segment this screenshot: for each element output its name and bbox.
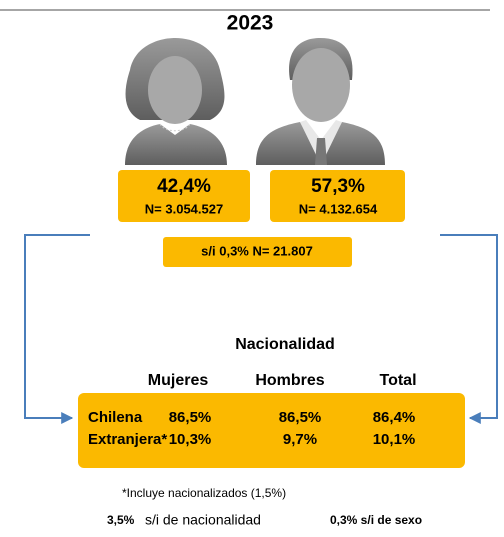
right-arrow: [440, 234, 498, 424]
title: 2023: [227, 12, 274, 35]
women-percent: 42,4%: [157, 176, 211, 197]
men-percent: 57,3%: [311, 176, 365, 197]
nationality-title: Nacionalidad: [235, 336, 335, 353]
unknown-sex: s/i 0,3% N= 21.807: [201, 243, 313, 258]
nationality-box: [78, 393, 465, 468]
women-n: N= 3.054.527: [145, 201, 223, 216]
row-label: Extranjera*: [88, 431, 167, 448]
bottom-sex-note: 0,3% s/i de sexo: [330, 513, 422, 527]
row-value: 86,4%: [373, 409, 416, 426]
unknown-box: [163, 237, 352, 267]
row-value: 86,5%: [169, 409, 212, 426]
row-label: Chilena: [88, 409, 143, 426]
men-box: [270, 170, 405, 222]
men-n: N= 4.132.654: [299, 201, 378, 216]
bottom-pct: 3,5%: [107, 513, 135, 527]
column-header: Mujeres: [148, 372, 209, 389]
row-value: 10,3%: [169, 431, 212, 448]
row-value: 9,7%: [283, 431, 317, 448]
left-arrow: [24, 234, 90, 424]
bottom-text: s/i de nacionalidad: [145, 512, 261, 528]
column-header: Total: [379, 372, 416, 389]
column-header: Hombres: [255, 372, 324, 389]
woman-icon: [125, 38, 227, 165]
women-box: [118, 170, 250, 222]
row-value: 86,5%: [279, 409, 322, 426]
footnote: *Incluye nacionalizados (1,5%): [122, 486, 286, 500]
man-icon: [256, 38, 385, 165]
row-value: 10,1%: [373, 431, 416, 448]
